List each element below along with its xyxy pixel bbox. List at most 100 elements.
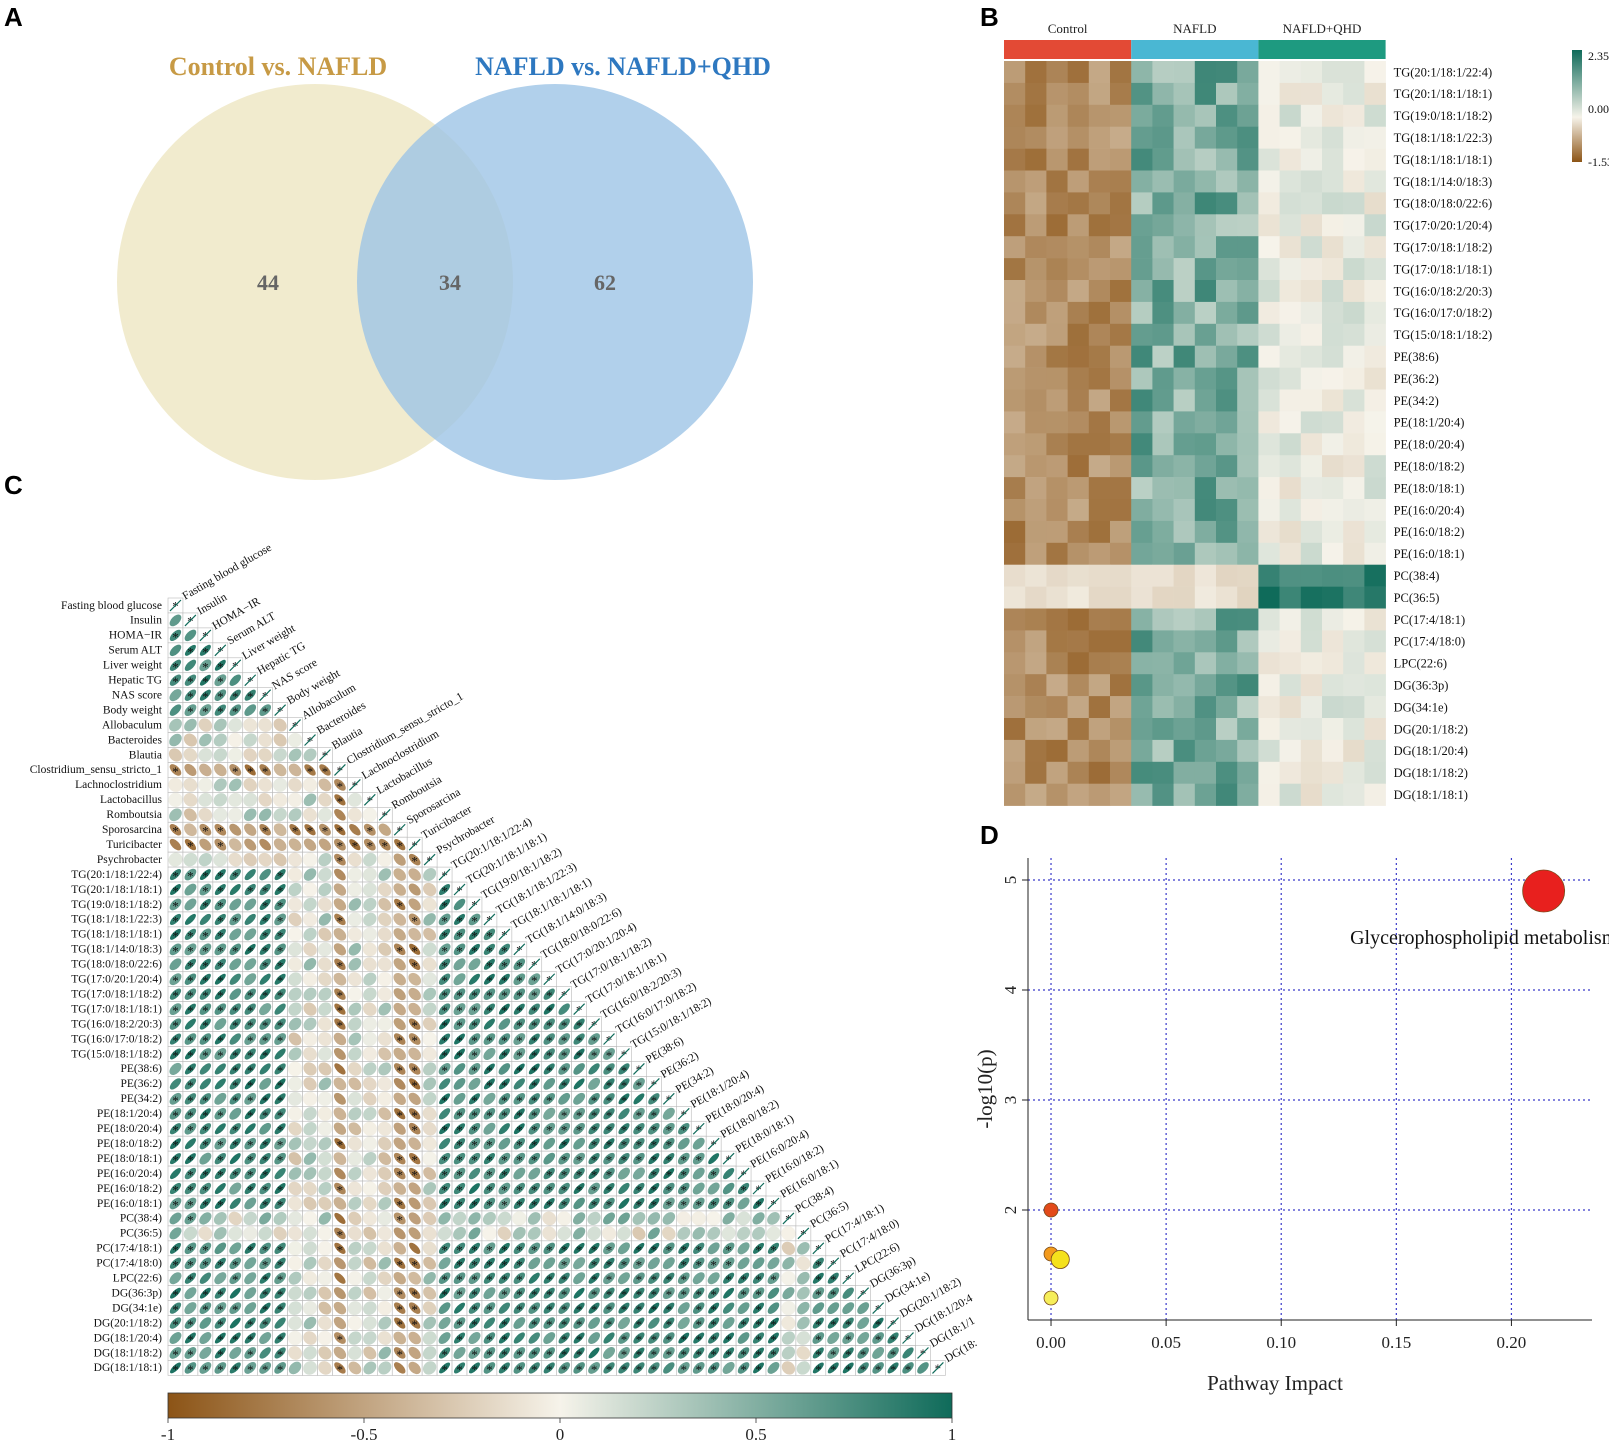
heatmap-cell bbox=[1194, 542, 1217, 565]
corr-row-label: TG(20:1/18:1/18:1) bbox=[71, 884, 162, 896]
corr-row-label: Blautia bbox=[129, 749, 162, 761]
heatmap-row-label: TG(20:1/18:1/18:1) bbox=[1394, 87, 1493, 101]
heatmap-cell bbox=[1110, 520, 1132, 544]
corr-ellipse bbox=[213, 778, 227, 792]
corr-sig-marker: * bbox=[501, 973, 508, 988]
corr-sig-marker: * bbox=[576, 1362, 583, 1377]
heatmap-cell bbox=[1322, 499, 1344, 522]
heatmap-cell bbox=[1194, 236, 1217, 259]
heatmap-cell bbox=[1237, 477, 1259, 500]
corr-sig-marker: * bbox=[202, 644, 209, 659]
heatmap-cell bbox=[1237, 280, 1259, 303]
heatmap-cell bbox=[1110, 192, 1132, 215]
corr-sig-marker: * bbox=[396, 1317, 403, 1332]
corr-sig-marker: * bbox=[172, 913, 179, 928]
corr-ellipse bbox=[198, 777, 213, 792]
corr-sig-marker: * bbox=[277, 1153, 284, 1168]
heatmap-cell bbox=[1279, 170, 1302, 193]
corr-sig-marker: * bbox=[232, 1063, 239, 1078]
heatmap-row-label: DG(18:1/18:2) bbox=[1394, 766, 1468, 780]
corr-ellipse bbox=[170, 884, 181, 895]
corr-sig-marker: * bbox=[591, 1362, 598, 1377]
heatmap-cell bbox=[1343, 214, 1365, 237]
heatmap-cell bbox=[1279, 61, 1302, 84]
corr-row-label: Bacteroides bbox=[108, 734, 163, 746]
heatmap-cell bbox=[1067, 783, 1090, 806]
heatmap-cell bbox=[1216, 192, 1238, 215]
corr-sig-marker: * bbox=[232, 869, 239, 884]
heatmap-row-label: TG(20:1/18:1/22:4) bbox=[1394, 65, 1493, 79]
corr-ellipse bbox=[244, 823, 257, 836]
heatmap-cell bbox=[1067, 389, 1090, 412]
corr-ellipse bbox=[169, 704, 182, 716]
corr-ellipse bbox=[288, 852, 303, 867]
heatmap-cell bbox=[1004, 696, 1026, 719]
heatmap-cell bbox=[1279, 499, 1302, 522]
corr-ellipse bbox=[199, 674, 211, 686]
corr-sig-marker: * bbox=[725, 1197, 732, 1212]
heatmap-cell bbox=[1046, 192, 1068, 215]
heatmap-cell bbox=[1088, 718, 1111, 741]
heatmap-cell bbox=[1152, 345, 1174, 368]
corr-sig-marker: * bbox=[531, 1108, 538, 1123]
corr-diag-line bbox=[244, 674, 257, 687]
corr-sig-marker: * bbox=[322, 824, 329, 839]
corr-row-label: PC(17:4/18:0) bbox=[96, 1258, 162, 1270]
corr-sig-marker: * bbox=[217, 1138, 224, 1153]
heatmap-cell bbox=[1110, 455, 1132, 478]
heatmap-cell bbox=[1364, 170, 1386, 193]
corr-sig-marker: * bbox=[322, 764, 329, 779]
corr-ellipse bbox=[347, 867, 362, 882]
heatmap-cell bbox=[1322, 630, 1344, 653]
corr-sig-marker: * bbox=[352, 839, 359, 854]
heatmap-cell bbox=[1046, 630, 1068, 653]
corr-sig-marker: * bbox=[232, 1272, 239, 1287]
corr-sig-marker: * bbox=[561, 1048, 568, 1063]
heatmap-cell bbox=[1258, 280, 1280, 303]
heatmap-cell bbox=[1025, 608, 1047, 631]
heatmap-cell bbox=[1364, 564, 1386, 587]
heatmap-row-label: TG(19:0/18:1/18:2) bbox=[1394, 109, 1493, 123]
bubble-x-tick-label: 0.05 bbox=[1151, 1333, 1181, 1352]
corr-sig-marker: * bbox=[606, 1048, 613, 1063]
corr-sig-marker: * bbox=[172, 674, 179, 689]
heatmap-cell bbox=[1152, 674, 1174, 697]
corr-sig-marker: * bbox=[681, 1257, 688, 1272]
corr-sig-marker: * bbox=[262, 1287, 269, 1302]
panel-c-label: C bbox=[4, 470, 23, 500]
corr-sig-marker: * bbox=[441, 1183, 448, 1198]
heatmap-cell bbox=[1067, 411, 1090, 434]
heatmap-cell bbox=[1300, 696, 1323, 719]
corr-sig-marker: * bbox=[666, 1302, 673, 1317]
heatmap-row-label: PE(36:2) bbox=[1394, 372, 1439, 386]
corr-sig-marker: * bbox=[576, 1183, 583, 1198]
corr-sig-marker: * bbox=[666, 1317, 673, 1332]
corr-sig-marker: * bbox=[471, 1123, 478, 1138]
corr-sig-marker: * bbox=[217, 884, 224, 899]
heatmap-cell bbox=[1216, 433, 1238, 456]
corr-sig-marker: * bbox=[277, 988, 284, 1003]
corr-sig-marker: * bbox=[576, 1108, 583, 1123]
corr-sig-marker: * bbox=[217, 1287, 224, 1302]
heatmap-cell bbox=[1258, 389, 1280, 412]
heatmap-cell bbox=[1025, 542, 1047, 565]
heatmap-cell bbox=[1343, 455, 1365, 478]
corr-sig-marker: * bbox=[501, 1183, 508, 1198]
corr-ellipse bbox=[199, 838, 212, 851]
heatmap-cell bbox=[1279, 236, 1302, 259]
heatmap-cell bbox=[1322, 258, 1344, 281]
corr-sig-marker: * bbox=[710, 1362, 717, 1377]
corr-sig-marker: * bbox=[531, 1153, 538, 1168]
corr-sig-marker: * bbox=[187, 1347, 194, 1362]
heatmap-cell bbox=[1300, 564, 1323, 587]
heatmap-cell bbox=[1152, 652, 1174, 675]
corr-sig-marker: * bbox=[232, 764, 239, 779]
heatmap-cell bbox=[1110, 236, 1132, 259]
heatmap-cell bbox=[1216, 170, 1238, 193]
corr-sig-marker: * bbox=[636, 1272, 643, 1287]
heatmap-cell bbox=[1258, 345, 1280, 368]
heatmap-cell bbox=[1110, 214, 1132, 237]
heatmap-cell bbox=[1343, 61, 1365, 84]
corr-sig-marker: * bbox=[710, 1302, 717, 1317]
heatmap-cell bbox=[1322, 433, 1344, 456]
